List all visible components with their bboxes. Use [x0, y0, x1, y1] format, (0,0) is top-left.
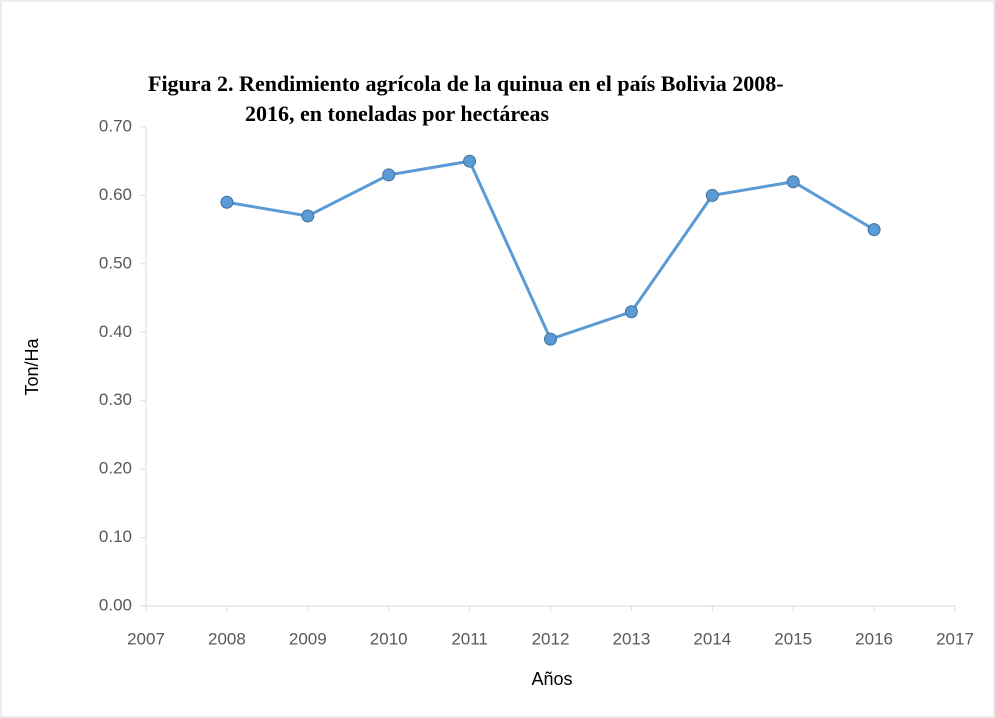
data-point — [382, 168, 396, 182]
data-point — [705, 188, 719, 202]
y-tick-label: 0.40 — [99, 322, 132, 341]
data-point — [220, 195, 234, 209]
x-tick-label: 2014 — [693, 629, 731, 648]
y-axis-title: Ton/Ha — [22, 338, 42, 396]
y-tick-label: 0.50 — [99, 253, 132, 272]
x-tick-label: 2008 — [208, 629, 246, 648]
data-point — [867, 223, 881, 237]
y-tick-label: 0.30 — [99, 390, 132, 409]
data-point — [463, 154, 477, 168]
y-tick-label: 0.60 — [99, 185, 132, 204]
x-tick-label: 2012 — [532, 629, 570, 648]
x-tick-label: 2016 — [855, 629, 893, 648]
y-tick-label: 0.00 — [99, 595, 132, 614]
x-tick-label: 2009 — [289, 629, 327, 648]
data-point — [624, 305, 638, 319]
data-point — [301, 209, 315, 223]
data-point — [544, 332, 557, 346]
x-tick-label: 2007 — [127, 629, 165, 648]
y-tick-label: 0.10 — [99, 527, 132, 546]
chart-title: Figura 2. Rendimiento agrícola de la qui… — [148, 71, 784, 96]
x-tick-label: 2017 — [936, 629, 974, 648]
data-point — [786, 175, 800, 189]
x-tick-label: 2010 — [370, 629, 408, 648]
x-tick-label: 2015 — [774, 629, 812, 648]
y-tick-label: 0.20 — [99, 459, 132, 478]
y-tick-label: 0.70 — [99, 116, 132, 135]
x-tick-label: 2011 — [451, 629, 488, 648]
x-axis-title: Años — [531, 669, 572, 689]
chart-title: 2016, en toneladas por hectáreas — [245, 101, 550, 126]
x-tick-label: 2013 — [612, 629, 650, 648]
